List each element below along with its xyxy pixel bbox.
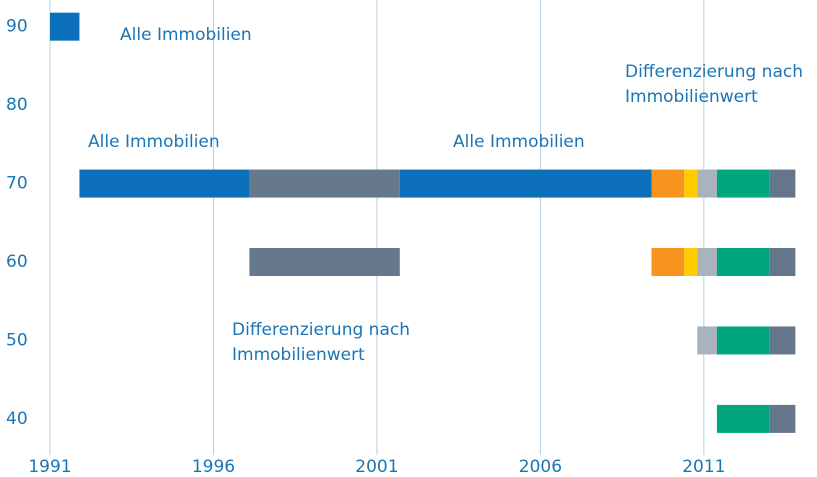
bar-segment	[697, 169, 717, 198]
bar-segment	[716, 404, 770, 433]
bar-segment	[697, 248, 717, 277]
y-tick-label: 90	[6, 17, 28, 37]
x-tick-label: 2006	[519, 457, 562, 477]
y-tick-label: 70	[6, 174, 28, 194]
bar-segment	[651, 169, 685, 198]
annotation: Alle Immobilien	[88, 132, 220, 152]
bar-segment	[716, 169, 770, 198]
x-tick-label: 1996	[192, 457, 235, 477]
bar-segment	[716, 326, 770, 355]
x-tick-label: 2011	[682, 457, 725, 477]
bar-segment	[79, 169, 250, 198]
annotation: Immobilienwert	[232, 345, 365, 365]
bar-segment	[249, 248, 400, 277]
y-tick-label: 40	[6, 409, 28, 429]
bar-segment	[769, 326, 796, 355]
annotation: Differenzierung nach	[232, 320, 410, 340]
y-tick-label: 80	[6, 95, 28, 115]
bar-segment	[651, 248, 685, 277]
bar-segment	[716, 248, 770, 277]
annotation: Immobilienwert	[625, 87, 758, 107]
x-tick-label: 1991	[28, 457, 71, 477]
bar-segment	[697, 326, 717, 355]
annotation: Alle Immobilien	[120, 25, 252, 45]
y-tick-label: 60	[6, 252, 28, 272]
annotation: Alle Immobilien	[453, 132, 585, 152]
bar-segment	[769, 169, 796, 198]
bar-segment	[684, 248, 698, 277]
y-tick-label: 50	[6, 330, 28, 350]
bar-segment	[684, 169, 698, 198]
bar-segment	[769, 248, 796, 277]
bar-segment	[399, 169, 652, 198]
bar-segment	[769, 404, 796, 433]
annotation: Differenzierung nach	[625, 62, 803, 82]
bar-segment	[50, 12, 80, 41]
bar-segment	[249, 169, 400, 198]
x-tick-label: 2001	[355, 457, 398, 477]
